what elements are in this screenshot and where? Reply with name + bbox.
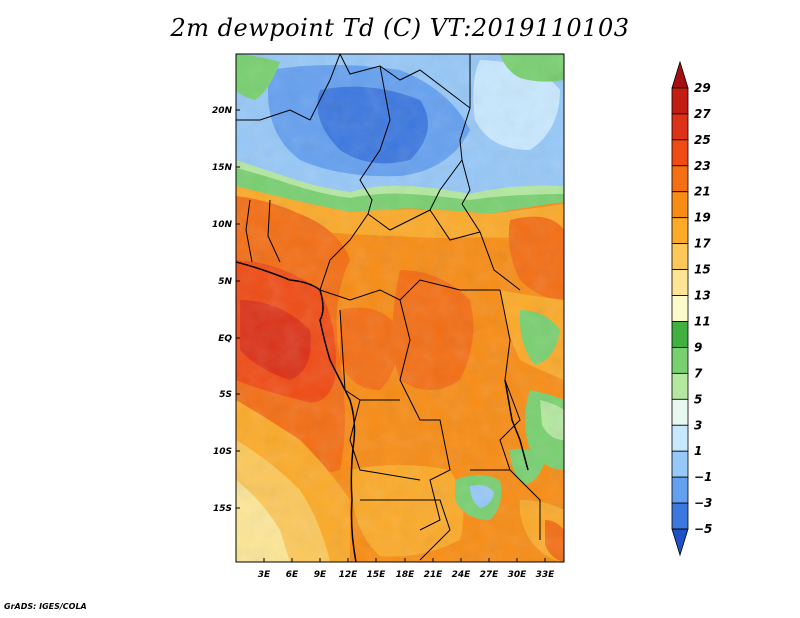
footer-credit: GrADS: IGES/COLA	[4, 602, 87, 611]
colorbar-swatch	[671, 424, 689, 452]
colorbar-swatch	[671, 165, 689, 193]
colorbar-label: 9	[694, 340, 702, 354]
colorbar-label: 13	[694, 289, 711, 303]
lat-tick-label: 5S	[219, 390, 232, 400]
longitude-axis: 3E 6E 9E 12E 15E 18E 21E 24E 27E 30E 33E	[258, 558, 555, 580]
colorbar-label: −3	[694, 496, 712, 510]
lon-tick-label: 9E	[314, 570, 327, 580]
colorbar-label: 19	[694, 211, 711, 225]
colorbar-label: −1	[694, 470, 712, 484]
colorbar-label: 3	[694, 418, 702, 432]
lon-tick-label: 18E	[396, 570, 416, 580]
lat-tick-label: 5N	[218, 277, 232, 287]
lon-tick-label: 33E	[536, 570, 556, 580]
lon-tick-label: 6E	[286, 570, 299, 580]
lat-tick-label: 10S	[213, 447, 232, 457]
colorbar-swatch	[671, 139, 689, 167]
colorbar-swatch	[671, 321, 689, 348]
latitude-axis: 20N 15N 10N 5N EQ 5S 10S 15S	[212, 106, 240, 514]
lat-tick-label: 10N	[212, 220, 233, 230]
lon-tick-label: 27E	[480, 570, 500, 580]
lon-tick-label: 15E	[367, 570, 387, 580]
lat-tick-label: 20N	[212, 106, 233, 116]
coastline	[236, 261, 357, 562]
colorbar-swatch	[671, 217, 689, 245]
lat-tick-label: 15N	[212, 163, 233, 173]
colorbar-swatch	[671, 269, 689, 296]
colorbar-swatch	[671, 295, 689, 322]
colorbar-label: 21	[694, 185, 711, 199]
colorbar-label: 29	[694, 81, 711, 95]
colorbar-swatch	[671, 87, 689, 115]
colorbar-label: 23	[694, 159, 711, 173]
colorbar-swatch	[671, 398, 689, 426]
lon-tick-label: 30E	[508, 570, 528, 580]
colorbar-swatch	[671, 113, 689, 141]
colorbar-swatch	[671, 502, 689, 530]
map-frame	[235, 53, 565, 563]
colorbar-label: 17	[694, 237, 711, 251]
lon-tick-label: 12E	[339, 570, 359, 580]
map-field	[236, 54, 564, 562]
map-title: 2m dewpoint Td (C) VT:2019110103	[170, 14, 630, 42]
colorbar-swatch	[671, 528, 689, 557]
colorbar-label: 1	[694, 444, 702, 458]
colorbar-label: 15	[694, 263, 711, 277]
colorbar-label: 5	[694, 392, 702, 406]
country-borders	[236, 54, 541, 561]
colorbar-swatch	[671, 450, 689, 478]
colorbar-swatch	[671, 243, 689, 270]
lon-tick-label: 21E	[424, 570, 444, 580]
colorbar-swatch	[671, 347, 689, 374]
colorbar-label: 27	[694, 107, 711, 121]
lat-tick-label: 15S	[213, 504, 232, 514]
colorbar-swatch	[671, 60, 689, 89]
lake-outline	[504, 379, 529, 471]
lon-tick-label: 24E	[452, 570, 472, 580]
colorbar-swatch	[671, 372, 689, 400]
lat-tick-label: EQ	[218, 334, 232, 344]
colorbar-label: 25	[694, 133, 711, 147]
colorbar-swatch	[671, 476, 689, 504]
colorbar-label: −5	[694, 522, 712, 536]
colorbar-label: 11	[694, 314, 711, 328]
lon-tick-label: 3E	[258, 570, 271, 580]
colorbar-swatch	[671, 191, 689, 219]
colorbar-label: 7	[694, 366, 703, 380]
